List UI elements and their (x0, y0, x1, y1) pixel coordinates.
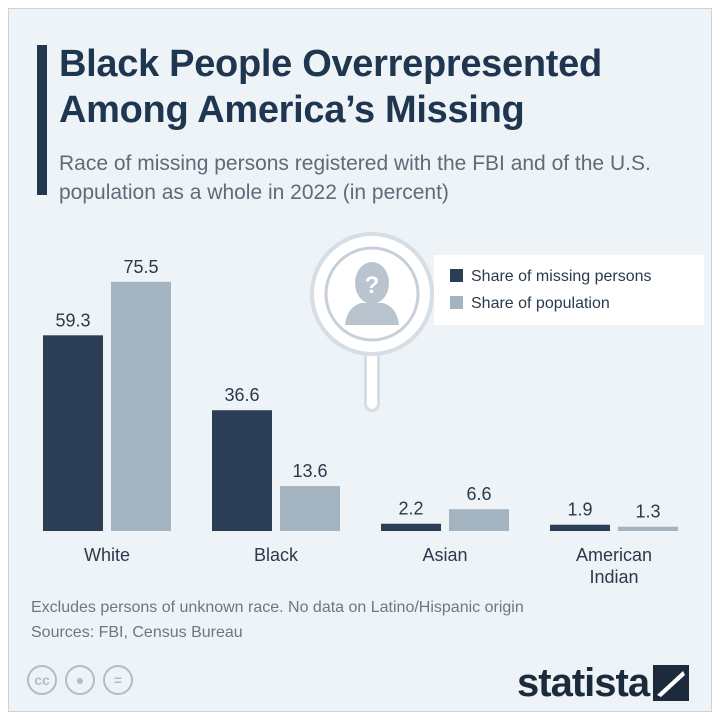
data-label: 59.3 (55, 310, 90, 330)
title-accent-bar (37, 45, 47, 195)
chart-subtitle: Race of missing persons registered with … (59, 152, 651, 204)
data-label: 6.6 (466, 484, 491, 504)
bar-missing (381, 523, 441, 531)
infographic-card: Black People Overrepresented Among Ameri… (8, 8, 712, 712)
bar-population (618, 526, 678, 531)
bar-population (280, 486, 340, 531)
bar-chart: ? Share of missing persons Share of popul… (43, 232, 704, 587)
legend-background (434, 255, 704, 325)
nd-icon[interactable]: = (103, 665, 133, 695)
data-label: 1.3 (635, 502, 660, 522)
data-label: 2.2 (398, 499, 423, 519)
legend-swatch (450, 296, 463, 309)
chart-title: Black People Overrepresented Among Ameri… (59, 43, 602, 131)
bar-missing (43, 335, 103, 531)
category-label: Asian (422, 545, 467, 565)
data-label: 36.6 (224, 385, 259, 405)
legend-label: Share of population (471, 295, 610, 312)
svg-text:?: ? (365, 272, 380, 299)
brand-name: statista (517, 661, 650, 705)
data-label: 13.6 (292, 461, 327, 481)
bar-missing (212, 410, 272, 531)
statista-logo-icon (653, 665, 690, 701)
legend-swatch (450, 269, 463, 282)
statista-logo[interactable]: statista (517, 661, 690, 705)
data-label: 75.5 (123, 257, 158, 277)
bar-missing (550, 524, 610, 531)
chart-legend: Share of missing persons Share of populat… (434, 255, 704, 325)
license-icons: cc ● = (27, 665, 133, 695)
footnote-exclusions: Excludes persons of unknown race. No dat… (31, 599, 524, 616)
cc-icon[interactable]: cc (27, 665, 57, 695)
legend-label: Share of missing persons (471, 268, 652, 285)
magnifier-missing-person-icon: ? (310, 232, 434, 412)
category-label: American Indian (576, 545, 652, 587)
by-icon[interactable]: ● (65, 665, 95, 695)
category-label: Black (254, 545, 299, 565)
footnote-sources: Sources: FBI, Census Bureau (31, 624, 243, 641)
bar-population (111, 281, 171, 531)
category-label: White (84, 545, 130, 565)
data-label: 1.9 (567, 500, 592, 520)
bar-population (449, 509, 509, 531)
